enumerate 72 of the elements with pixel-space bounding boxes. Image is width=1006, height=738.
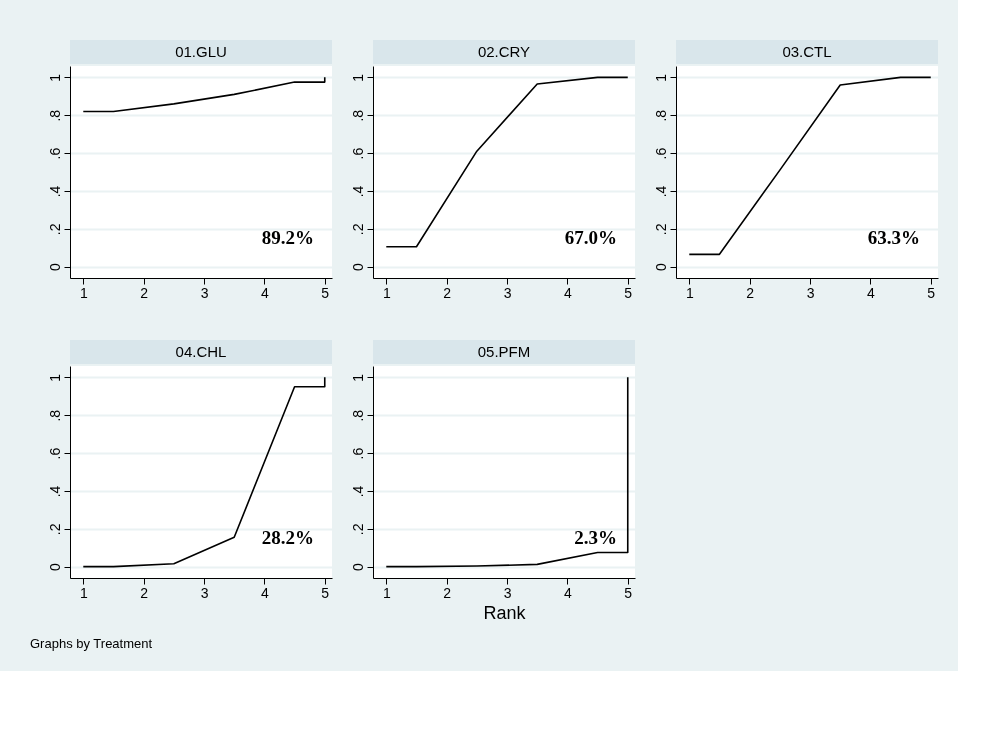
y-tick-label: 1 [652, 73, 669, 82]
line-series [385, 76, 629, 248]
y-tick-label: .4 [349, 485, 366, 498]
x-tick-label: 4 [563, 584, 572, 601]
x-tick-label: 1 [382, 584, 391, 601]
y-tick-label: .6 [652, 147, 669, 160]
y-tick-label: 0 [46, 263, 63, 272]
x-tick-label: 5 [321, 284, 330, 301]
x-tick-label: 3 [806, 284, 815, 301]
y-tick-label: 1 [349, 373, 366, 382]
y-tick-label: .8 [46, 109, 63, 122]
y-tick-label: .2 [46, 523, 63, 536]
chart-title: 03.CTL [782, 43, 832, 60]
y-tick-label: .6 [349, 447, 366, 460]
chart-title: 05.PFM [477, 343, 531, 360]
line-series [688, 76, 932, 256]
y-tick-label: .2 [46, 223, 63, 236]
x-tick-label: 4 [260, 584, 269, 601]
x-tick-label: 2 [140, 284, 149, 301]
y-tick-label: .8 [349, 109, 366, 122]
y-tick-label: 1 [46, 73, 63, 82]
y-tick-label: 0 [349, 563, 366, 572]
x-tick-label: 3 [200, 284, 209, 301]
x-tick-label: 5 [624, 584, 633, 601]
annotation: 67.0% [564, 227, 617, 248]
y-tick-label: .2 [349, 223, 366, 236]
y-tick-label: .6 [46, 147, 63, 160]
y-tick-label: 0 [652, 263, 669, 272]
y-tick-label: .4 [652, 185, 669, 198]
x-tick-label: 2 [140, 584, 149, 601]
x-tick-label: 5 [927, 284, 936, 301]
y-tick-label: 0 [349, 263, 366, 272]
y-tick-label: .2 [349, 523, 366, 536]
y-tick-label: .6 [349, 147, 366, 160]
text: Graphs by Treatment [30, 636, 153, 651]
y-tick-label: .8 [46, 409, 63, 422]
line-series [385, 376, 629, 568]
x-tick-label: 1 [79, 284, 88, 301]
y-tick-label: .4 [46, 485, 63, 498]
x-tick-label: 2 [443, 284, 452, 301]
y-tick-label: 0 [46, 563, 63, 572]
x-tick-label: 1 [382, 284, 391, 301]
y-tick-label: .4 [349, 185, 366, 198]
x-tick-label: 4 [260, 284, 269, 301]
line-series [82, 376, 326, 568]
x-tick-label: 3 [503, 584, 512, 601]
x-tick-label: 1 [685, 284, 694, 301]
y-tick-label: .8 [349, 409, 366, 422]
line-series [82, 76, 326, 113]
annotation: 2.3% [574, 527, 617, 548]
x-tick-label: 4 [563, 284, 572, 301]
x-axis-title: Rank [483, 602, 527, 623]
annotation: 63.3% [867, 227, 920, 248]
y-tick-label: .4 [46, 185, 63, 198]
y-tick-label: .6 [46, 447, 63, 460]
x-tick-label: 2 [746, 284, 755, 301]
annotation: 28.2% [261, 527, 314, 548]
x-tick-label: 3 [503, 284, 512, 301]
chart-title: 04.CHL [175, 343, 227, 360]
x-tick-label: 2 [443, 584, 452, 601]
x-tick-label: 3 [200, 584, 209, 601]
x-tick-label: 5 [624, 284, 633, 301]
x-tick-label: 4 [866, 284, 875, 301]
x-tick-label: 5 [321, 584, 330, 601]
x-tick-label: 1 [79, 584, 88, 601]
y-tick-label: 1 [349, 73, 366, 82]
chart-title: 01.GLU [175, 43, 227, 60]
annotation: 89.2% [261, 227, 314, 248]
y-tick-label: .2 [652, 223, 669, 236]
chart-title: 02.CRY [477, 43, 531, 60]
y-tick-label: 1 [46, 373, 63, 382]
y-tick-label: .8 [652, 109, 669, 122]
